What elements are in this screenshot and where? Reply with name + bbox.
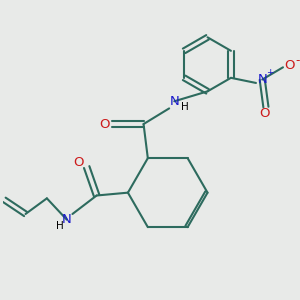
Text: N: N [62, 213, 72, 226]
Text: O: O [99, 118, 110, 130]
Text: N: N [257, 73, 267, 86]
Text: O: O [284, 59, 295, 72]
Text: O: O [74, 156, 84, 169]
Text: +: + [266, 68, 274, 76]
Text: H: H [56, 221, 64, 231]
Text: N: N [169, 95, 179, 108]
Text: H: H [181, 102, 189, 112]
Text: -: - [296, 54, 300, 67]
Text: O: O [259, 107, 270, 120]
